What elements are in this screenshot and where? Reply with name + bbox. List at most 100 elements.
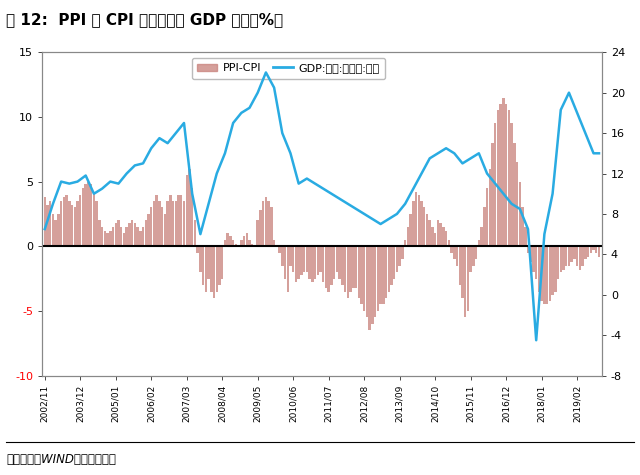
Bar (417, 195, 420, 246)
Bar (156, 195, 158, 246)
Bar (516, 162, 518, 246)
Bar (44, 197, 46, 246)
Bar (477, 240, 480, 246)
Bar (344, 246, 346, 292)
Bar (464, 246, 467, 317)
Bar (289, 246, 292, 266)
Bar (406, 227, 409, 246)
Bar (229, 236, 232, 246)
Bar (123, 233, 125, 246)
Bar (243, 236, 245, 246)
Bar (573, 246, 575, 259)
Bar (139, 231, 141, 246)
Legend: PPI-CPI, GDP:现价:当季值:同比: PPI-CPI, GDP:现价:当季值:同比 (192, 58, 385, 79)
Bar (401, 246, 404, 259)
Bar (371, 246, 374, 324)
Bar (164, 214, 166, 246)
Bar (172, 201, 174, 246)
Bar (311, 246, 314, 283)
Bar (169, 195, 172, 246)
Bar (352, 246, 355, 288)
Bar (399, 246, 401, 266)
Bar (95, 201, 98, 246)
Bar (63, 197, 65, 246)
Bar (136, 227, 139, 246)
Bar (388, 246, 390, 292)
Bar (393, 246, 396, 279)
Bar (472, 246, 475, 266)
Bar (483, 208, 486, 246)
Bar (429, 220, 431, 246)
Bar (268, 201, 270, 246)
Bar (447, 240, 450, 246)
Bar (284, 246, 286, 279)
Bar (524, 227, 527, 246)
Bar (546, 246, 548, 304)
Bar (328, 246, 330, 292)
Bar (147, 214, 150, 246)
Bar (319, 246, 322, 272)
Bar (112, 227, 115, 246)
Bar (431, 227, 434, 246)
Bar (324, 246, 327, 288)
Bar (153, 201, 155, 246)
Bar (46, 205, 49, 246)
Bar (360, 246, 363, 304)
Bar (559, 246, 562, 272)
Bar (442, 227, 445, 246)
Bar (120, 227, 122, 246)
Bar (548, 246, 551, 301)
Bar (210, 246, 212, 292)
Bar (57, 214, 60, 246)
Bar (434, 233, 436, 246)
Bar (423, 208, 426, 246)
Bar (335, 246, 338, 272)
Bar (333, 246, 335, 279)
Bar (145, 220, 147, 246)
Bar (98, 220, 100, 246)
Bar (68, 201, 70, 246)
Bar (347, 246, 349, 298)
Bar (150, 208, 152, 246)
Bar (104, 231, 106, 246)
Bar (218, 246, 221, 285)
Bar (216, 246, 218, 292)
Bar (365, 246, 368, 317)
Bar (592, 246, 595, 250)
Bar (458, 246, 461, 285)
Bar (232, 240, 234, 246)
Bar (273, 240, 275, 246)
Bar (76, 201, 79, 246)
Bar (376, 246, 379, 311)
Bar (90, 184, 92, 246)
Bar (52, 214, 54, 246)
Bar (317, 246, 319, 275)
Bar (510, 124, 513, 246)
Bar (436, 220, 439, 246)
Bar (522, 208, 524, 246)
Bar (494, 124, 497, 246)
Bar (84, 184, 87, 246)
Bar (374, 246, 376, 317)
Bar (281, 246, 284, 266)
Bar (93, 192, 95, 246)
Bar (131, 220, 133, 246)
Bar (79, 195, 81, 246)
Bar (445, 231, 447, 246)
Bar (235, 244, 237, 246)
Bar (196, 246, 199, 253)
Bar (349, 246, 352, 292)
Bar (202, 246, 204, 285)
Bar (385, 246, 387, 298)
Bar (74, 208, 76, 246)
Bar (207, 246, 210, 279)
Bar (557, 246, 559, 279)
Bar (481, 227, 483, 246)
Bar (467, 246, 469, 311)
Bar (587, 246, 589, 256)
Bar (440, 223, 442, 246)
Bar (175, 201, 177, 246)
Bar (543, 246, 546, 304)
Bar (142, 227, 144, 246)
Bar (322, 246, 324, 283)
